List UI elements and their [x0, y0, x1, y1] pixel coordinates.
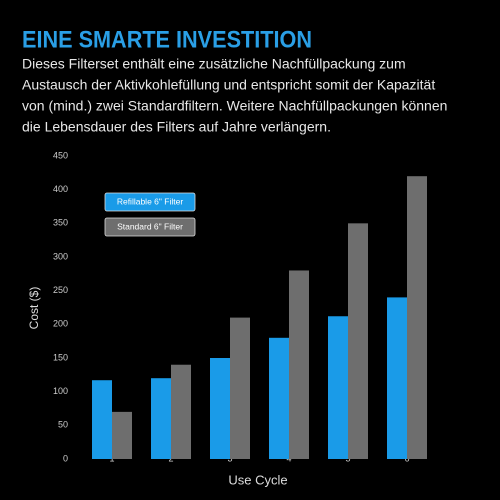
text-line: von (mind.) zwei Standardfiltern. Weiter…: [22, 98, 447, 114]
title: EINE SMARTE INVESTITION: [22, 26, 312, 53]
y-tick-label: 50: [58, 420, 68, 430]
bar: [328, 316, 348, 459]
y-tick-label: 0: [63, 453, 68, 463]
legend-label: Refillable 6" Filter: [117, 196, 183, 206]
y-tick-label: 150: [53, 352, 68, 362]
x-axis-label: Use Cycle: [228, 472, 287, 487]
bar: [151, 378, 171, 459]
y-tick-label: 350: [53, 218, 68, 228]
text-line: die Lebensdauer des Filters auf Jahre ve…: [22, 119, 331, 135]
y-tick-label: 450: [53, 150, 68, 160]
text-line: Dieses Filterset enthält eine zusätzlich…: [22, 56, 406, 72]
legend-label: Standard 6" Filter: [117, 221, 183, 231]
y-tick-label: 100: [53, 386, 68, 396]
bar: [171, 364, 191, 459]
bar: [92, 380, 112, 459]
y-tick-label: 200: [53, 319, 68, 329]
bar: [210, 358, 230, 459]
bar: [230, 317, 250, 459]
legend-swatch: [104, 192, 196, 212]
y-axis-label: Cost ($): [27, 287, 41, 330]
bar: [348, 223, 368, 459]
bar: [387, 297, 407, 459]
bar: [269, 337, 289, 459]
bar: [289, 270, 309, 459]
text-line: Austausch der Aktivkohlefüllung und ents…: [22, 77, 435, 93]
y-tick-label: 300: [53, 251, 68, 261]
y-tick-label: 250: [53, 285, 68, 295]
bar: [112, 411, 132, 459]
bar: [407, 176, 427, 459]
legend-swatch: [104, 217, 196, 237]
y-tick-label: 400: [53, 184, 68, 194]
